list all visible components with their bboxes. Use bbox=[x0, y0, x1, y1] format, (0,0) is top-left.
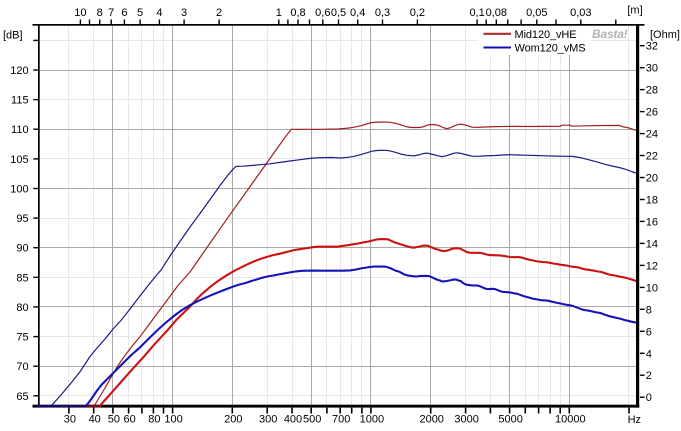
svg-text:0,5: 0,5 bbox=[331, 7, 346, 19]
svg-text:4: 4 bbox=[646, 348, 652, 360]
svg-text:105: 105 bbox=[10, 154, 28, 166]
svg-text:3000: 3000 bbox=[454, 413, 478, 425]
svg-text:18: 18 bbox=[646, 195, 658, 207]
svg-text:10000: 10000 bbox=[555, 413, 586, 425]
svg-text:500: 500 bbox=[303, 413, 321, 425]
svg-text:700: 700 bbox=[332, 413, 350, 425]
svg-text:0,3: 0,3 bbox=[375, 7, 390, 19]
svg-text:1: 1 bbox=[276, 7, 282, 19]
svg-text:30: 30 bbox=[64, 413, 76, 425]
svg-text:Mid120_vHE: Mid120_vHE bbox=[515, 29, 577, 41]
svg-text:4: 4 bbox=[156, 7, 162, 19]
svg-text:14: 14 bbox=[646, 238, 658, 250]
svg-text:0,05: 0,05 bbox=[526, 7, 547, 19]
svg-text:26: 26 bbox=[646, 107, 658, 119]
svg-text:85: 85 bbox=[16, 272, 28, 284]
svg-text:28: 28 bbox=[646, 85, 658, 97]
svg-text:10: 10 bbox=[74, 7, 86, 19]
svg-text:1000: 1000 bbox=[360, 413, 384, 425]
svg-text:12: 12 bbox=[646, 260, 658, 272]
svg-text:5: 5 bbox=[137, 7, 143, 19]
svg-text:Hz: Hz bbox=[628, 414, 641, 426]
svg-text:6: 6 bbox=[121, 7, 127, 19]
svg-text:70: 70 bbox=[16, 361, 28, 373]
svg-text:200: 200 bbox=[224, 413, 242, 425]
svg-text:20: 20 bbox=[646, 173, 658, 185]
svg-text:80: 80 bbox=[148, 413, 160, 425]
svg-text:50: 50 bbox=[108, 413, 120, 425]
svg-text:5000: 5000 bbox=[498, 413, 522, 425]
svg-text:100: 100 bbox=[164, 413, 182, 425]
svg-text:[Ohm]: [Ohm] bbox=[650, 29, 680, 41]
svg-text:8: 8 bbox=[646, 304, 652, 316]
svg-text:400: 400 bbox=[284, 413, 302, 425]
svg-text:95: 95 bbox=[16, 213, 28, 225]
svg-text:110: 110 bbox=[11, 124, 29, 136]
svg-text:0,1: 0,1 bbox=[469, 7, 484, 19]
svg-text:115: 115 bbox=[11, 95, 29, 107]
svg-text:32: 32 bbox=[646, 41, 658, 53]
svg-text:Basta!: Basta! bbox=[592, 27, 628, 41]
svg-text:8: 8 bbox=[97, 7, 103, 19]
svg-text:0,8: 0,8 bbox=[290, 7, 305, 19]
svg-text:22: 22 bbox=[646, 151, 658, 163]
svg-text:90: 90 bbox=[16, 243, 28, 255]
svg-text:0,03: 0,03 bbox=[570, 7, 591, 19]
svg-text:[m]: [m] bbox=[627, 5, 642, 17]
svg-text:10: 10 bbox=[646, 282, 658, 294]
svg-text:60: 60 bbox=[123, 413, 135, 425]
svg-text:120: 120 bbox=[10, 65, 28, 77]
svg-text:3: 3 bbox=[181, 7, 187, 19]
svg-text:Wom120_vMS: Wom120_vMS bbox=[515, 43, 586, 55]
svg-text:0: 0 bbox=[646, 392, 652, 404]
svg-text:65: 65 bbox=[16, 391, 28, 403]
svg-text:100: 100 bbox=[10, 184, 28, 196]
svg-text:2000: 2000 bbox=[419, 413, 443, 425]
svg-text:24: 24 bbox=[646, 129, 658, 141]
svg-text:300: 300 bbox=[259, 413, 277, 425]
svg-text:[dB]: [dB] bbox=[3, 30, 23, 42]
svg-text:16: 16 bbox=[646, 216, 658, 228]
svg-text:6: 6 bbox=[646, 326, 652, 338]
svg-text:40: 40 bbox=[89, 413, 101, 425]
svg-text:2: 2 bbox=[216, 7, 222, 19]
svg-text:75: 75 bbox=[16, 332, 28, 344]
svg-text:0,2: 0,2 bbox=[410, 7, 425, 19]
svg-text:2: 2 bbox=[646, 370, 652, 382]
svg-text:0,6: 0,6 bbox=[315, 7, 330, 19]
svg-text:7: 7 bbox=[108, 7, 114, 19]
svg-text:0,4: 0,4 bbox=[350, 7, 365, 19]
svg-text:30: 30 bbox=[646, 63, 658, 75]
svg-text:80: 80 bbox=[16, 302, 28, 314]
svg-text:0,08: 0,08 bbox=[486, 7, 507, 19]
